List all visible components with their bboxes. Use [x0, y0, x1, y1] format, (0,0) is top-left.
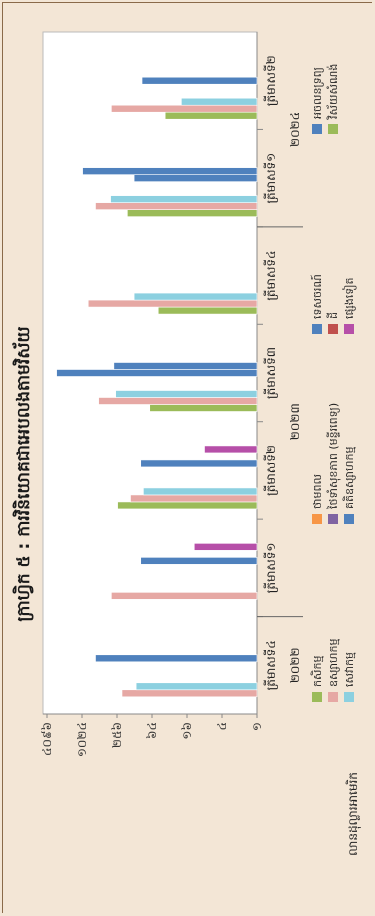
- legend-swatch: [312, 514, 322, 524]
- legend-swatch: [344, 324, 354, 334]
- x-category-label: ត្រីមាសទី៣: [263, 347, 278, 399]
- y-tick-label: ៤០៩៦: [40, 722, 54, 756]
- x-category-label: ត្រីមាសទី២: [263, 445, 278, 496]
- legend-swatch: [328, 324, 338, 334]
- y-tick-label: ៤: [215, 722, 229, 731]
- year-label: ២០២២: [288, 647, 302, 683]
- bar: [56, 369, 258, 377]
- x-category-label: ត្រីមាសទី៤: [263, 640, 278, 690]
- bar: [157, 306, 258, 315]
- bar: [121, 689, 258, 698]
- year-label: ២០២៣: [288, 403, 302, 440]
- legend-swatch: [328, 692, 338, 702]
- bar: [149, 404, 258, 412]
- category-labels: ត្រីមាសទី៤ត្រីមាសទី១ត្រីមាសទី២ត្រីមាសទី៣…: [257, 55, 303, 690]
- y-axis-label: លានដុល្លារអាមេរិក: [345, 772, 361, 856]
- legend-swatch: [312, 324, 322, 334]
- y-tick-label: ១០២៤: [75, 722, 89, 757]
- bar: [141, 76, 258, 85]
- legend-swatch: [328, 124, 338, 134]
- legend-swatch: [328, 514, 338, 524]
- bar: [164, 111, 258, 120]
- x-category-label: ត្រីមាសទី២: [263, 55, 278, 106]
- x-category-label: ត្រីមាសទី១: [263, 542, 278, 593]
- bar: [135, 682, 258, 691]
- bar: [133, 174, 258, 182]
- y-tick-label: ៦៤: [145, 722, 159, 739]
- bar: [113, 362, 258, 370]
- legend-label: ថៃទាំសុខភាព (មន្ទីរពេទ្យ): [326, 403, 341, 510]
- bar: [140, 557, 258, 565]
- year-label: ២០២៤: [288, 112, 302, 147]
- bar: [181, 97, 258, 106]
- bar: [87, 299, 258, 308]
- bar: [82, 167, 258, 175]
- legend-swatch: [344, 692, 354, 702]
- legend-swatch: [344, 514, 354, 524]
- rotated-chart-canvas: ក្រាហ្វិក ៥ : ការវិនិយោគជាអេបលងតាមវិស័យ …: [3, 3, 373, 914]
- bar: [115, 390, 258, 398]
- bar: [110, 195, 258, 203]
- bar: [204, 445, 258, 454]
- legend-label: ដី: [326, 312, 340, 319]
- bars-group: [56, 76, 258, 698]
- legend-swatch: [312, 692, 322, 702]
- y-tick-label: ១: [250, 722, 264, 731]
- legend-label: វិស័យសំណង់: [326, 64, 340, 121]
- legend-swatch: [312, 124, 322, 134]
- bar: [98, 397, 258, 405]
- bar: [95, 202, 258, 210]
- bar: [111, 592, 258, 600]
- legend-label: ទេសចរណ៍: [310, 274, 324, 319]
- legend-label: ផ្សេងទៀត: [342, 278, 357, 319]
- bar: [117, 501, 258, 510]
- bar: [95, 654, 258, 663]
- legend-label: ឧស្សាហកម្ម: [327, 638, 340, 687]
- bar: [143, 487, 258, 496]
- legend-label: ថាមពល: [311, 474, 324, 509]
- legend-label: កសិកម្ម: [310, 656, 324, 687]
- y-tick-label: ១៦: [180, 722, 194, 740]
- chart-title: ក្រាហ្វិក ៥ : ការវិនិយោគជាអេបលងតាមវិស័យ: [12, 326, 34, 621]
- y-tick-label: ២៥៦: [110, 722, 124, 748]
- legend-label: សេវាកម្ម: [343, 652, 356, 687]
- legend-label: គតិឧស្សាហកម្ម: [342, 447, 356, 509]
- legend: កសិកម្ម ឧស្សាហកម្ម សេវាកម្ម ថាមពល ថៃទាំសុខភា…: [310, 64, 357, 702]
- x-category-label: ត្រីមាសទី១: [263, 153, 278, 204]
- bar: [193, 543, 258, 551]
- legend-label: អចលនទ្រព្យ: [311, 67, 324, 119]
- bar: [130, 494, 258, 503]
- bar: [133, 292, 258, 301]
- bar: [140, 459, 258, 468]
- x-category-label: ត្រីមាសទី៤: [263, 250, 278, 300]
- bar: [127, 209, 258, 217]
- chart-svg: ក្រាហ្វិក ៥ : ការវិនិយោគជាអេបលងតាមវិស័យ …: [3, 3, 373, 914]
- bar: [111, 104, 258, 113]
